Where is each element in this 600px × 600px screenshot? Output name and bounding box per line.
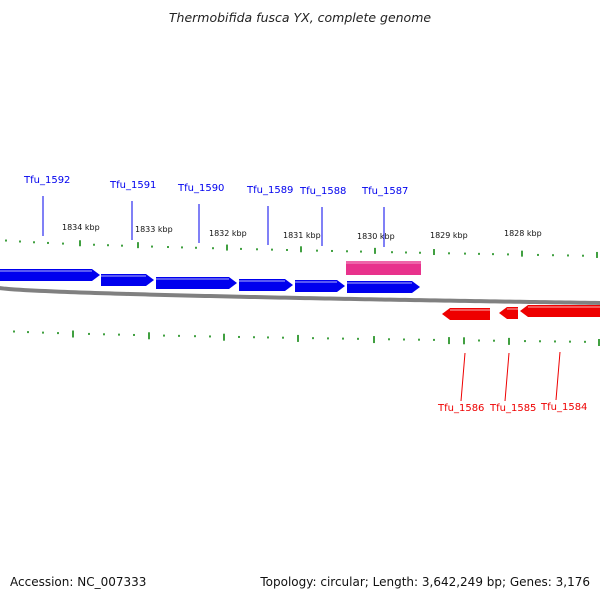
gene-label-tfu-1587: Tfu_1587 xyxy=(361,186,408,197)
gene-label-tfu-1588: Tfu_1588 xyxy=(299,186,346,197)
accession-label: Accession: NC_007333 xyxy=(10,575,147,589)
gene-arrow-tfu-1588 xyxy=(239,279,293,291)
gene-arrow-tfu-1589 xyxy=(156,277,237,289)
kbp-label: 1832 kbp xyxy=(209,229,247,238)
topology-label: Topology: circular; Length: 3,642,249 bp… xyxy=(260,575,590,589)
genome-backbone xyxy=(0,286,600,306)
leader-line xyxy=(555,351,561,401)
gene-arrow-tfu-1584 xyxy=(520,305,600,317)
kbp-label: 1828 kbp xyxy=(504,229,542,238)
gene-label-tfu-1584: Tfu_1584 xyxy=(540,402,587,413)
leader-line xyxy=(460,352,466,402)
gene-label-tfu-1586: Tfu_1586 xyxy=(437,403,484,414)
gene-label-tfu-1585: Tfu_1585 xyxy=(489,403,536,414)
highlight-sheen xyxy=(346,261,421,264)
gene-arrow-tfu-1585 xyxy=(499,307,518,319)
gene-arrow-tfu-1587 xyxy=(295,280,345,292)
highlight-region xyxy=(346,261,421,275)
gene-arrow-tfu-1591 xyxy=(0,269,100,281)
kbp-label: 1831 kbp xyxy=(283,231,321,240)
map-title: Thermobifida fusca YX, complete genome xyxy=(168,10,432,25)
gene-arrow-tfu-1586 xyxy=(442,308,490,320)
gene-arrow-tfu-1590 xyxy=(101,274,154,286)
kbp-label: 1830 kbp xyxy=(357,232,395,241)
leader-line xyxy=(504,352,510,402)
gene-arrow-tfu-1592 xyxy=(347,281,420,293)
kbp-label: 1833 kbp xyxy=(135,225,173,234)
kbp-label: 1834 kbp xyxy=(62,223,100,232)
gene-label-tfu-1589: Tfu_1589 xyxy=(246,185,293,196)
gene-label-tfu-1590: Tfu_1590 xyxy=(177,183,224,194)
kbp-label: 1829 kbp xyxy=(430,231,468,240)
gene-label-tfu-1591: Tfu_1591 xyxy=(109,180,156,191)
gene-label-tfu-1592: Tfu_1592 xyxy=(23,175,70,186)
